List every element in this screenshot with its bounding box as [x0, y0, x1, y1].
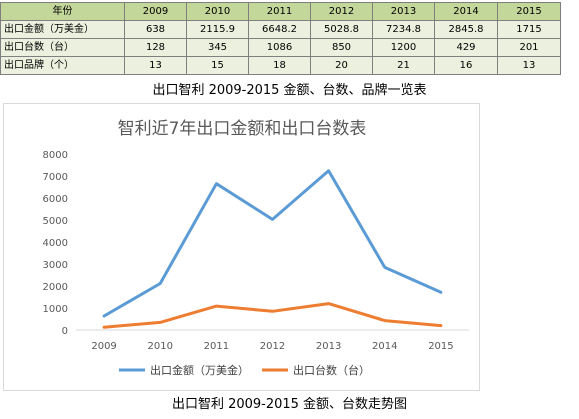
- y-tick-label: 7000: [43, 172, 68, 183]
- y-tick-label: 6000: [43, 194, 68, 205]
- table-cell: 5028.8: [310, 20, 373, 39]
- row-label: 出口台数（台）: [0, 38, 125, 57]
- table-cell: 21: [372, 56, 435, 75]
- table-cell: 1715: [497, 20, 561, 39]
- table-cell: 850: [310, 38, 373, 57]
- table-cell: 15: [186, 56, 249, 75]
- table-cell: 13: [124, 56, 187, 75]
- year-header: 2010: [186, 2, 249, 21]
- series-line-1: [102, 169, 443, 318]
- x-tick-label: 2010: [147, 341, 172, 352]
- table-cell: 6648.2: [248, 20, 311, 39]
- table-cell: 128: [124, 38, 187, 57]
- table-cell: 18: [248, 56, 311, 75]
- y-tick-label: 1000: [43, 304, 68, 315]
- chart-title: 智利近7年出口金额和出口台数表: [118, 119, 367, 139]
- table-cell: 1200: [372, 38, 435, 57]
- y-tick-label: 3000: [43, 260, 68, 271]
- chart-area: 智利近7年出口金额和出口台数表 0 1000 2000 3000 4000 5000 600…: [3, 103, 480, 391]
- table-cell: 16: [434, 56, 498, 75]
- x-tick-label: 2014: [372, 341, 397, 352]
- chart-caption: 出口智利 2009-2015 金额、台数走势图: [171, 397, 408, 412]
- legend-label-2: 出口台数（台）: [293, 363, 370, 377]
- line-chart: 智利近7年出口金额和出口台数表 0 1000 2000 3000 4000 5000 600…: [43, 119, 469, 377]
- x-axis-ticks: 2009 2010 2011 2012 2013 2014 2015: [91, 341, 453, 352]
- table-cell: 345: [186, 38, 249, 57]
- year-header: 2011: [248, 2, 311, 21]
- year-header: 2015: [497, 2, 561, 21]
- legend: 出口金额（万美金） 出口台数（台）: [119, 363, 370, 377]
- row-label: 出口金额（万美金）: [0, 20, 125, 39]
- table-cell: 638: [124, 20, 187, 39]
- table-row-export-brands: 出口品牌（个） 13 15 18 20 21 16 13: [0, 56, 561, 75]
- year-header: 2013: [372, 2, 435, 21]
- table-cell: 429: [434, 38, 498, 57]
- year-header: 2012: [310, 2, 373, 21]
- x-tick-label: 2012: [260, 341, 285, 352]
- table-cell: 2845.8: [434, 20, 498, 39]
- table-row-export-units: 出口台数（台） 128 345 1086 850 1200 429 201: [0, 38, 561, 57]
- table-cell: 201: [497, 38, 561, 57]
- data-table: 年份 2009 2010 2011 2012 2013 2014 2015 出口…: [0, 2, 561, 75]
- table-cell: 13: [497, 56, 561, 75]
- table-header-row: 年份 2009 2010 2011 2012 2013 2014 2015: [0, 2, 561, 21]
- table-cell: 7234.8: [372, 20, 435, 39]
- table-cell: 1086: [248, 38, 311, 57]
- y-tick-label: 4000: [43, 238, 68, 249]
- x-tick-label: 2011: [204, 341, 229, 352]
- table-header-label: 年份: [0, 2, 125, 21]
- x-tick-label: 2015: [428, 341, 453, 352]
- x-tick-label: 2013: [316, 341, 341, 352]
- y-tick-label: 8000: [43, 150, 68, 161]
- table-row-export-amount: 出口金额（万美金） 638 2115.9 6648.2 5028.8 7234.…: [0, 20, 561, 39]
- y-tick-label: 0: [62, 326, 68, 337]
- table-caption: 出口智利 2009-2015 金额、台数、品牌一览表: [152, 83, 427, 98]
- y-axis-ticks: 0 1000 2000 3000 4000 5000 6000 7000 8000: [43, 150, 68, 337]
- x-tick-label: 2009: [91, 341, 116, 352]
- table-cell: 2115.9: [186, 20, 249, 39]
- table-cell: 20: [310, 56, 373, 75]
- row-label: 出口品牌（个）: [0, 56, 125, 75]
- y-tick-label: 5000: [43, 216, 68, 227]
- y-tick-label: 2000: [43, 282, 68, 293]
- year-header: 2009: [124, 2, 187, 21]
- legend-label-1: 出口金额（万美金）: [150, 363, 249, 377]
- year-header: 2014: [434, 2, 498, 21]
- series-line-2: [102, 302, 443, 329]
- series-lines: [102, 169, 443, 329]
